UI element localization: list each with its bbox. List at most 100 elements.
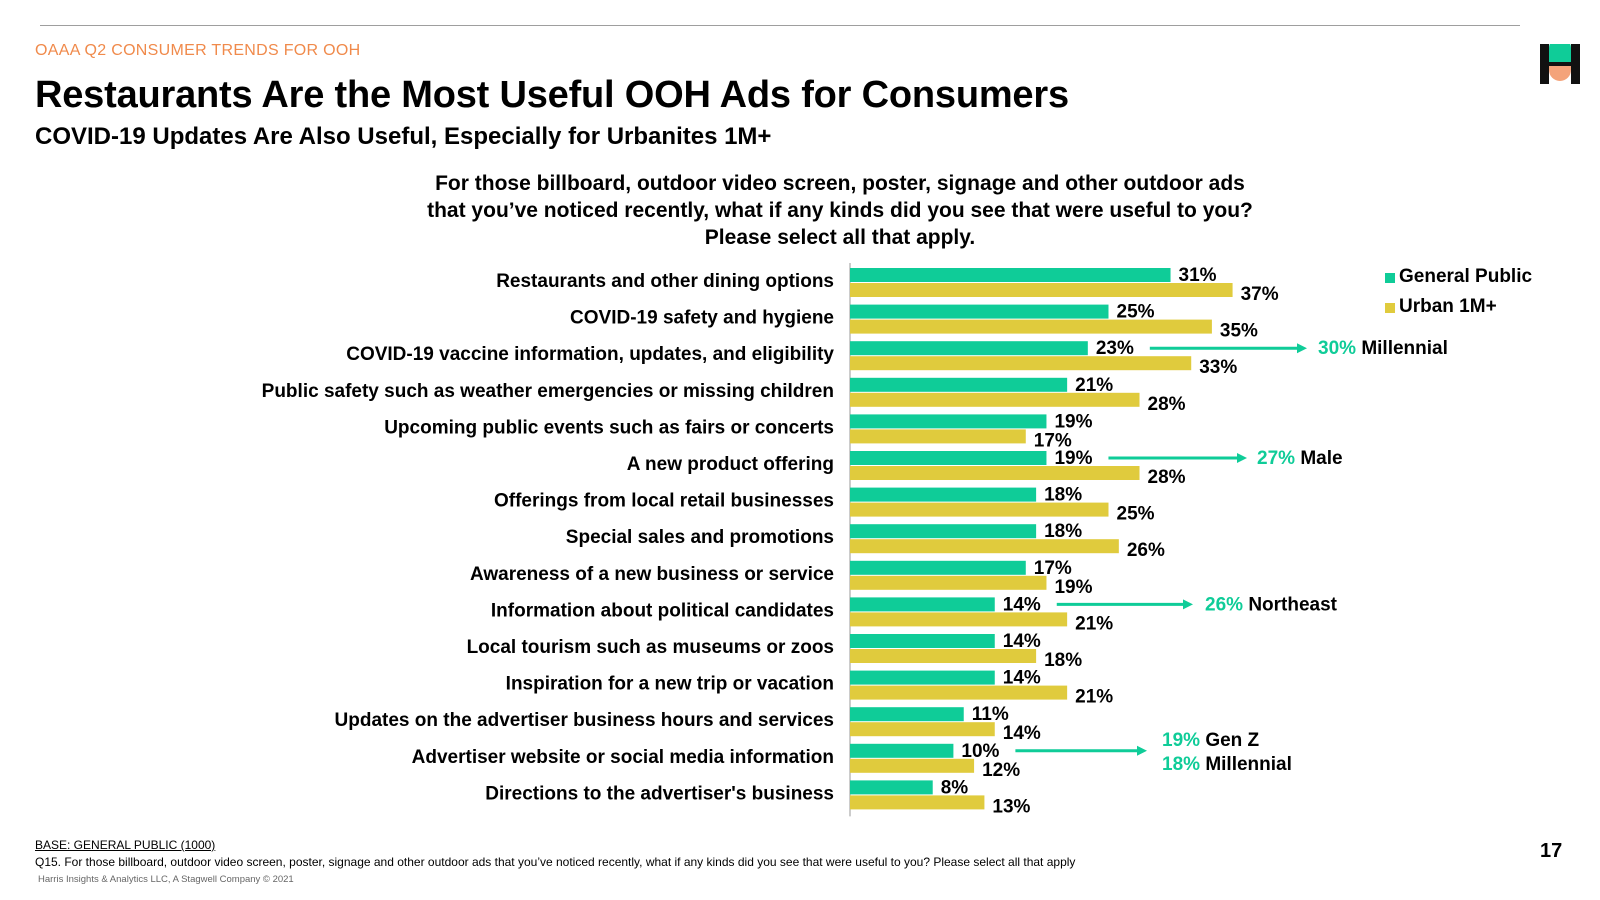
- category-label: Local tourism such as museums or zoos: [467, 637, 834, 658]
- data-label-general-public: 11%: [972, 704, 1009, 725]
- data-label-general-public: 31%: [1179, 265, 1217, 286]
- callout-text: 27% Male: [1257, 448, 1343, 469]
- data-label-general-public: 19%: [1054, 448, 1092, 469]
- data-label-general-public: 19%: [1054, 411, 1092, 432]
- bar-general-public: [850, 560, 1026, 575]
- callout-label: Millennial: [1205, 754, 1292, 775]
- callout-arrow-head: [1237, 453, 1247, 463]
- data-label-general-public: 18%: [1044, 521, 1082, 542]
- bar-general-public: [850, 268, 1171, 282]
- data-label-general-public: 21%: [1075, 375, 1113, 396]
- data-label-urban-1m: 12%: [982, 760, 1020, 781]
- bar-urban-1m: [850, 356, 1192, 371]
- bar-general-public: [850, 304, 1109, 319]
- survey-question-line: For those billboard, outdoor video scree…: [435, 172, 1245, 195]
- harris-logo-icon: [1540, 44, 1580, 84]
- page-title: Restaurants Are the Most Useful OOH Ads …: [35, 74, 1069, 116]
- base-note: BASE: GENERAL PUBLIC (1000): [35, 838, 216, 852]
- data-label-urban-1m: 18%: [1044, 650, 1082, 671]
- bar-general-public: [850, 377, 1068, 392]
- callout-value: 18%: [1162, 754, 1205, 775]
- bar-urban-1m: [850, 466, 1140, 480]
- bar-urban-1m: [850, 539, 1119, 554]
- category-label: Special sales and promotions: [566, 527, 834, 548]
- callout-value: 26%: [1205, 594, 1248, 615]
- page-subtitle: COVID-19 Updates Are Also Useful, Especi…: [35, 123, 772, 150]
- bar-general-public: [850, 780, 933, 795]
- legend-swatch-general-public: [1385, 273, 1395, 283]
- data-label-general-public: 10%: [961, 741, 999, 762]
- category-label: Restaurants and other dining options: [496, 271, 834, 292]
- data-label-general-public: 14%: [1003, 631, 1041, 652]
- data-label-urban-1m: 28%: [1148, 467, 1186, 488]
- bar-urban-1m: [850, 319, 1212, 334]
- bar-general-public: [850, 451, 1047, 465]
- data-label-general-public: 25%: [1117, 302, 1155, 323]
- callout-label: Millennial: [1361, 338, 1448, 359]
- bar-general-public: [850, 597, 995, 612]
- survey-question: For those billboard, outdoor video scree…: [350, 170, 1330, 251]
- category-label: COVID-19 safety and hygiene: [570, 308, 834, 329]
- legend-swatch-urban-1m: [1385, 303, 1395, 313]
- callout-text: 19% Gen Z: [1162, 730, 1260, 751]
- category-label: Offerings from local retail businesses: [494, 491, 834, 512]
- data-label-general-public: 8%: [941, 777, 969, 798]
- callout-text: 26% Northeast: [1205, 594, 1338, 615]
- callout-label: Northeast: [1248, 594, 1337, 615]
- survey-question-line: Please select all that apply.: [704, 226, 976, 249]
- survey-question-line: that you’ve noticed recently, what if an…: [427, 199, 1253, 222]
- bar-urban-1m: [850, 283, 1233, 297]
- question-footnote: Q15. For those billboard, outdoor video …: [35, 855, 1076, 869]
- callout-value: 27%: [1257, 448, 1300, 469]
- category-label: Upcoming public events such as fairs or …: [384, 417, 834, 438]
- bar-urban-1m: [850, 795, 985, 810]
- bar-urban-1m: [850, 429, 1026, 444]
- bar-urban-1m: [850, 649, 1037, 663]
- data-label-urban-1m: 21%: [1075, 613, 1113, 634]
- page-number: 17: [1540, 840, 1563, 862]
- data-label-urban-1m: 19%: [1054, 577, 1092, 598]
- data-label-urban-1m: 26%: [1127, 540, 1165, 561]
- callout-value: 19%: [1162, 730, 1205, 751]
- data-label-general-public: 14%: [1003, 668, 1041, 689]
- report-eyebrow: OAAA Q2 CONSUMER TRENDS FOR OOH: [35, 42, 361, 59]
- bar-general-public: [850, 524, 1037, 539]
- bar-general-public: [850, 487, 1037, 502]
- category-label: Updates on the advertiser business hours…: [335, 710, 834, 731]
- data-label-urban-1m: 35%: [1220, 321, 1258, 342]
- category-label: COVID-19 vaccine information, updates, a…: [346, 344, 834, 365]
- category-label: Awareness of a new business or service: [470, 564, 834, 585]
- bar-urban-1m: [850, 502, 1109, 517]
- callout-arrow-head: [1137, 745, 1147, 756]
- bar-urban-1m: [850, 758, 975, 773]
- bar-urban-1m: [850, 612, 1068, 627]
- bar-general-public: [850, 634, 995, 648]
- data-label-urban-1m: 17%: [1034, 430, 1072, 451]
- callout-value: 30%: [1318, 338, 1361, 359]
- data-label-urban-1m: 13%: [992, 796, 1030, 817]
- bar-urban-1m: [850, 575, 1047, 590]
- data-label-urban-1m: 14%: [1003, 723, 1041, 744]
- copyright: Harris Insights & Analytics LLC, A Stagw…: [38, 874, 294, 885]
- category-label: A new product offering: [627, 454, 834, 475]
- top-divider: [40, 25, 1520, 26]
- bar-general-public: [850, 341, 1088, 356]
- bar-urban-1m: [850, 392, 1140, 407]
- category-label: Inspiration for a new trip or vacation: [506, 674, 834, 695]
- data-label-urban-1m: 28%: [1148, 394, 1186, 415]
- bar-general-public: [850, 707, 964, 722]
- legend-label-general-public: General Public: [1399, 266, 1532, 287]
- data-label-urban-1m: 37%: [1241, 284, 1279, 305]
- data-label-general-public: 23%: [1096, 338, 1134, 359]
- data-label-urban-1m: 21%: [1075, 687, 1113, 708]
- callout-label: Male: [1300, 448, 1342, 469]
- data-label-urban-1m: 25%: [1117, 504, 1155, 525]
- category-label: Advertiser website or social media infor…: [412, 747, 834, 768]
- category-label: Information about political candidates: [491, 600, 834, 621]
- callout-label: Gen Z: [1205, 730, 1259, 751]
- bar-urban-1m: [850, 685, 1068, 700]
- bar-general-public: [850, 743, 954, 758]
- data-label-general-public: 18%: [1044, 485, 1082, 506]
- callout-arrow-head: [1297, 343, 1307, 354]
